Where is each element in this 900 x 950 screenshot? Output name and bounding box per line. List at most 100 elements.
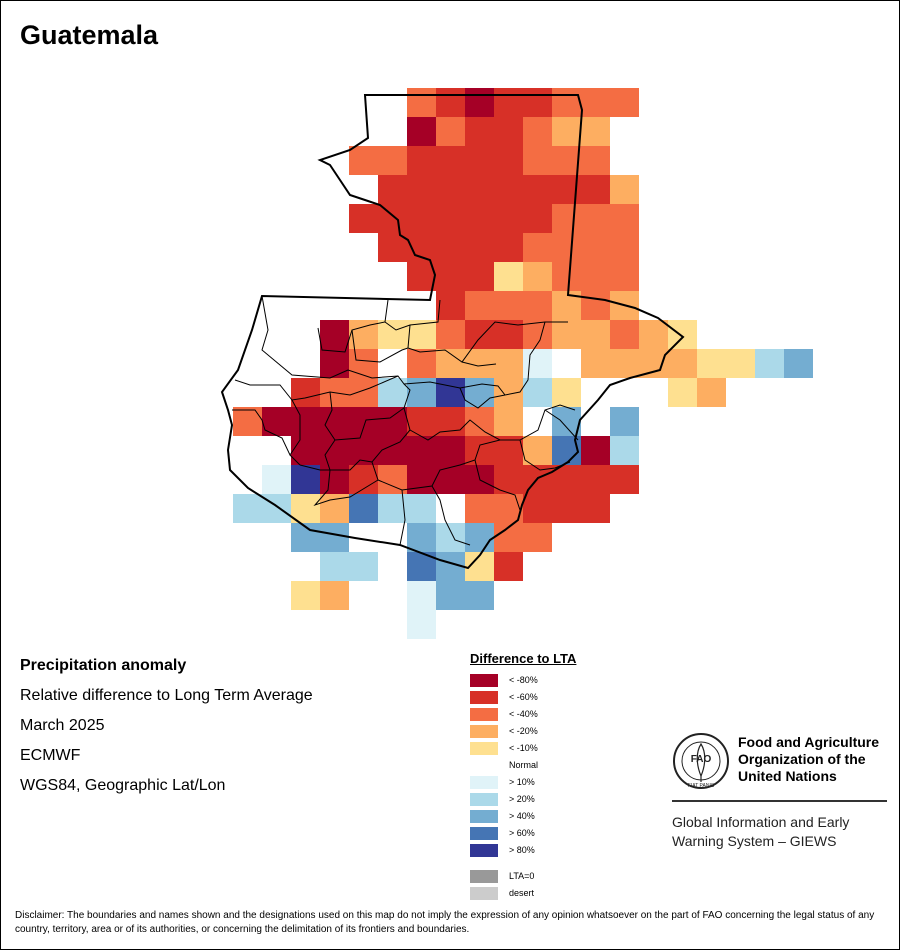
anomaly-cell	[407, 320, 436, 349]
anomaly-cell	[262, 407, 291, 436]
anomaly-cell	[378, 175, 407, 204]
legend-swatch	[470, 742, 498, 755]
legend-item: < -80%	[470, 672, 650, 689]
legend-item: > 80%	[470, 842, 650, 859]
info-line-relative: Relative difference to Long Term Average	[20, 687, 313, 704]
fao-logo-motto: FIAT PANIS	[688, 783, 715, 789]
anomaly-cell	[755, 349, 784, 378]
department-boundary	[324, 383, 411, 441]
anomaly-cell	[494, 552, 523, 581]
anomaly-cell	[349, 407, 378, 436]
anomaly-cell	[494, 233, 523, 262]
anomaly-cell	[523, 349, 552, 378]
department-boundary	[324, 407, 411, 471]
anomaly-cell	[465, 494, 494, 523]
anomaly-cell	[320, 465, 349, 494]
anomaly-cell	[465, 378, 494, 407]
anomaly-cell	[349, 552, 378, 581]
anomaly-cell	[552, 494, 581, 523]
department-boundary	[461, 361, 497, 367]
country-border	[220, 94, 685, 570]
anomaly-cell	[291, 407, 320, 436]
anomaly-cell	[407, 262, 436, 291]
anomaly-cell	[726, 349, 755, 378]
fao-logo: FAO FIAT PANIS	[673, 733, 729, 789]
legend-title: Difference to LTA	[470, 651, 577, 666]
department-boundary	[347, 369, 506, 396]
anomaly-cell	[349, 204, 378, 233]
anomaly-cell	[610, 349, 639, 378]
anomaly-cell	[523, 494, 552, 523]
legend-item: > 40%	[470, 808, 650, 825]
anomaly-cell	[523, 88, 552, 117]
anomaly-cell	[407, 146, 436, 175]
anomaly-cell	[378, 320, 407, 349]
anomaly-cell	[262, 494, 291, 523]
anomaly-cell	[668, 349, 697, 378]
anomaly-cell	[349, 378, 378, 407]
legend-swatch	[470, 793, 498, 806]
legend-swatch	[470, 810, 498, 823]
anomaly-cell	[320, 523, 349, 552]
anomaly-cell	[552, 233, 581, 262]
anomaly-cell	[436, 378, 465, 407]
anomaly-cell	[436, 581, 465, 610]
legend-swatch	[470, 674, 498, 687]
anomaly-cell	[581, 233, 610, 262]
anomaly-cell	[436, 88, 465, 117]
anomaly-cell	[610, 88, 639, 117]
legend-item: < -10%	[470, 740, 650, 757]
anomaly-cell	[494, 146, 523, 175]
anomaly-cell	[610, 233, 639, 262]
legend-item: Normal	[470, 757, 650, 774]
anomaly-cell	[465, 581, 494, 610]
legend-label: LTA=0	[509, 871, 535, 881]
anomaly-cell	[407, 88, 436, 117]
anomaly-cell	[668, 320, 697, 349]
anomaly-cell	[523, 175, 552, 204]
anomaly-cell	[320, 494, 349, 523]
anomaly-cell	[436, 262, 465, 291]
department-boundary	[459, 387, 506, 409]
department-boundary	[289, 399, 301, 466]
anomaly-cell	[436, 465, 465, 494]
anomaly-cell	[639, 320, 668, 349]
anomaly-cell	[552, 378, 581, 407]
anomaly-cell	[349, 494, 378, 523]
legend-swatch	[470, 844, 498, 857]
anomaly-map	[220, 88, 813, 639]
anomaly-cell	[320, 581, 349, 610]
anomaly-cell	[784, 349, 813, 378]
anomaly-cell	[320, 407, 349, 436]
department-boundary	[261, 295, 349, 379]
anomaly-cell	[581, 175, 610, 204]
anomaly-cell	[465, 175, 494, 204]
department-boundary	[407, 321, 568, 363]
anomaly-cell	[320, 320, 349, 349]
anomaly-cell	[407, 610, 436, 639]
anomaly-cell	[610, 407, 639, 436]
fao-logo-text: FAO	[691, 754, 712, 765]
anomaly-cell	[407, 204, 436, 233]
anomaly-cell	[494, 88, 523, 117]
anomaly-cell	[581, 436, 610, 465]
anomaly-cell	[523, 117, 552, 146]
disclaimer: Disclaimer: The boundaries and names sho…	[15, 910, 875, 935]
anomaly-cell	[523, 146, 552, 175]
legend-item: > 20%	[470, 791, 650, 808]
anomaly-cell	[610, 204, 639, 233]
legend-swatch	[470, 708, 498, 721]
legend-items: < -80% < -60% < -40% < -20% < -10% Normal > 10…	[470, 672, 650, 902]
anomaly-cell	[610, 175, 639, 204]
legend-item: > 60%	[470, 825, 650, 842]
department-boundary	[371, 439, 501, 491]
anomaly-cell	[349, 349, 378, 378]
anomaly-cell	[233, 494, 262, 523]
legend-label: < -80%	[509, 675, 538, 685]
anomaly-cell	[523, 436, 552, 465]
legend-item: desert	[470, 885, 650, 902]
anomaly-cell	[494, 407, 523, 436]
anomaly-cell	[465, 436, 494, 465]
legend-swatch	[470, 759, 498, 772]
anomaly-cell	[291, 465, 320, 494]
